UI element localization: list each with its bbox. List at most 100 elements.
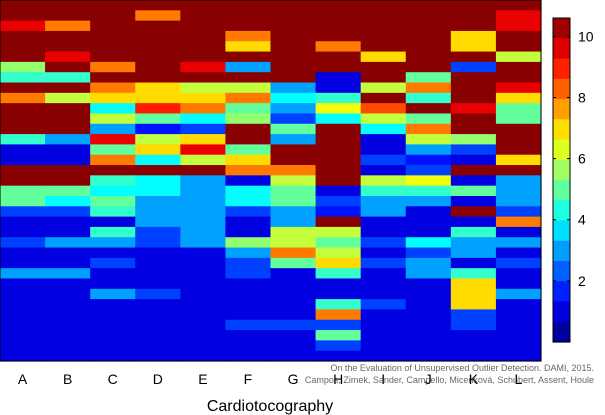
heatmap-cell [450, 340, 497, 352]
heatmap-cell [360, 113, 407, 125]
colorbar-segment [553, 139, 570, 161]
heatmap-frame [0, 0, 542, 362]
heatmap-cell [315, 340, 362, 352]
heatmap-cell [135, 154, 181, 166]
heatmap-cell [0, 82, 46, 94]
heatmap-cell [135, 134, 181, 145]
heatmap-cell [495, 330, 542, 341]
heatmap-cell [180, 268, 227, 280]
heatmap-cell [450, 195, 497, 207]
heatmap-cell [315, 206, 362, 218]
heatmap-cell [405, 82, 452, 94]
heatmap-cell [45, 20, 91, 32]
heatmap-cell [0, 288, 46, 300]
heatmap-cell [405, 206, 452, 218]
heatmap-cell [0, 257, 46, 269]
heatmap-cell [270, 82, 317, 94]
colorbar-segment [553, 99, 570, 120]
heatmap-cell [90, 288, 136, 300]
heatmap-cell [360, 51, 407, 63]
heatmap-cell [0, 20, 46, 32]
heatmap-cell [180, 226, 227, 238]
heatmap-cell [45, 226, 91, 238]
heatmap-cell [495, 237, 542, 249]
heatmap-cell [135, 82, 181, 94]
heatmap-cell [450, 82, 497, 94]
heatmap-cell [315, 309, 362, 321]
heatmap-cell [405, 30, 452, 42]
heatmap-cell [495, 10, 542, 22]
heatmap-cell [135, 278, 181, 290]
colorbar-segment [553, 180, 570, 201]
heatmap-cell [360, 206, 407, 218]
heatmap-cell [45, 237, 91, 249]
heatmap-cell [90, 30, 136, 42]
heatmap-cell [450, 113, 497, 125]
colorbar-segment [553, 321, 570, 343]
colorbar-segment [553, 78, 570, 100]
heatmap-cell [360, 350, 407, 362]
heatmap-cell [270, 350, 317, 362]
heatmap-cell [45, 10, 91, 22]
heatmap-cell [180, 0, 227, 11]
heatmap-cell [45, 82, 91, 94]
heatmap-cell [90, 175, 136, 187]
heatmap-cell [360, 20, 407, 32]
heatmap-cell [225, 247, 272, 259]
x-tick-label: B [63, 371, 72, 387]
heatmap-cell [270, 134, 317, 145]
heatmap-cell [225, 195, 272, 207]
heatmap-cell [135, 206, 181, 218]
heatmap-cell [315, 350, 362, 362]
heatmap-cell [315, 247, 362, 259]
heatmap-cell [45, 30, 91, 42]
heatmap-cell [0, 10, 46, 22]
colorbar-segment [553, 18, 570, 39]
x-tick-label: H [333, 371, 343, 387]
colorbar-segment [553, 119, 570, 141]
heatmap-cell [315, 299, 362, 311]
colorbar-segment [553, 220, 570, 242]
heatmap-cell [90, 195, 136, 207]
heatmap-cell [405, 134, 452, 145]
heatmap-cell [45, 41, 91, 53]
heatmap-cell [225, 288, 272, 300]
heatmap-cell [360, 237, 407, 249]
heatmap-cell [225, 10, 272, 22]
heatmap-cell [450, 226, 497, 238]
heatmap-cell [450, 51, 497, 63]
heatmap-cell [45, 144, 91, 156]
heatmap-cell [225, 278, 272, 290]
heatmap-cell [360, 226, 407, 238]
heatmap-cell [360, 41, 407, 53]
heatmap-cell [0, 340, 46, 352]
heatmap-cell [45, 51, 91, 63]
heatmap-cell [315, 10, 362, 22]
heatmap-cell [450, 134, 497, 145]
heatmap-cell [0, 299, 46, 311]
heatmap-cell [270, 299, 317, 311]
heatmap-cell [360, 175, 407, 187]
heatmap-cell [405, 195, 452, 207]
heatmap-cell [180, 154, 227, 166]
heatmap-cell [225, 92, 272, 104]
heatmap-cell [450, 257, 497, 269]
x-tick-label: J [425, 371, 432, 387]
heatmap-cell [405, 257, 452, 269]
heatmap-cell [90, 113, 136, 125]
heatmap-cell [90, 257, 136, 269]
heatmap-cell [450, 144, 497, 156]
heatmap-cell [90, 10, 136, 22]
heatmap-cell [315, 175, 362, 187]
x-axis-title: Cardiotocography [207, 398, 333, 415]
colorbar-segment [553, 58, 570, 80]
heatmap-cell [45, 134, 91, 145]
heatmap-cell [450, 330, 497, 341]
heatmap-cell [270, 319, 317, 331]
heatmap-cell [45, 123, 91, 135]
heatmap-cell [225, 72, 272, 84]
heatmap-cell [180, 175, 227, 187]
credit-line-1: On the Evaluation of Unsupervised Outlie… [330, 363, 594, 373]
heatmap-cell [270, 20, 317, 32]
x-tick-label: D [153, 371, 163, 387]
